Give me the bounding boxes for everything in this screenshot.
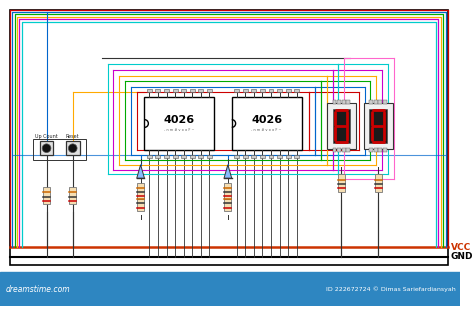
Bar	[190, 155, 195, 158]
Bar	[234, 155, 239, 158]
Bar	[277, 89, 282, 92]
Bar	[147, 89, 152, 92]
Text: - n m # v o o F ~: - n m # v o o F ~	[164, 128, 194, 132]
Text: Reset: Reset	[66, 134, 80, 139]
Bar	[260, 89, 265, 92]
Bar	[199, 89, 203, 92]
Bar	[164, 155, 169, 158]
Bar	[232, 97, 301, 150]
Text: ID 222672724 © Dimas Sariefardiansyah: ID 222672724 © Dimas Sariefardiansyah	[326, 286, 456, 292]
Bar	[383, 100, 387, 104]
Bar	[147, 155, 152, 158]
Bar	[286, 155, 291, 158]
Text: GND: GND	[451, 252, 474, 261]
Bar	[378, 100, 383, 104]
Circle shape	[68, 144, 77, 153]
Bar	[181, 89, 186, 92]
Bar	[294, 155, 299, 158]
Bar	[164, 89, 169, 92]
Circle shape	[42, 144, 51, 153]
Bar	[364, 103, 393, 149]
Bar	[378, 148, 383, 152]
Bar	[207, 89, 212, 92]
Bar	[173, 155, 178, 158]
Bar	[342, 148, 346, 152]
Bar	[199, 155, 203, 158]
Bar	[333, 109, 350, 143]
Text: Up Count: Up Count	[35, 134, 58, 139]
Bar	[137, 183, 144, 199]
Bar	[269, 155, 273, 158]
Bar	[243, 155, 247, 158]
Bar	[190, 89, 195, 92]
Bar	[33, 138, 86, 160]
Bar	[337, 148, 341, 152]
Bar	[137, 194, 144, 211]
Bar	[260, 155, 265, 158]
Bar	[155, 155, 160, 158]
Polygon shape	[224, 165, 232, 178]
Bar	[207, 155, 212, 158]
Bar	[337, 100, 341, 104]
Text: dreamstime.com: dreamstime.com	[6, 285, 71, 294]
Bar	[9, 10, 448, 265]
Bar	[173, 89, 178, 92]
Bar	[383, 148, 387, 152]
Bar	[40, 142, 54, 155]
Bar	[327, 103, 356, 149]
Bar	[286, 89, 291, 92]
Text: VCC: VCC	[451, 243, 471, 252]
Bar	[43, 187, 50, 204]
Bar	[225, 183, 231, 199]
Polygon shape	[137, 165, 145, 178]
Bar	[234, 89, 239, 92]
Bar	[69, 187, 76, 204]
Bar	[346, 100, 350, 104]
Bar	[243, 89, 247, 92]
Bar	[369, 148, 374, 152]
Bar	[145, 97, 214, 150]
Text: 4026: 4026	[251, 115, 282, 125]
Bar	[277, 155, 282, 158]
Bar	[155, 89, 160, 92]
Text: 4026: 4026	[164, 115, 195, 125]
Bar	[294, 89, 299, 92]
Bar	[225, 194, 231, 211]
Bar	[251, 89, 256, 92]
Bar	[369, 109, 387, 143]
Bar	[374, 100, 378, 104]
Bar	[342, 100, 346, 104]
Bar	[333, 148, 337, 152]
Bar	[181, 155, 186, 158]
Bar	[375, 174, 382, 192]
Text: - n m # v o o F ~: - n m # v o o F ~	[252, 128, 282, 132]
Bar	[338, 174, 345, 192]
Bar	[374, 148, 378, 152]
Bar	[346, 148, 350, 152]
Bar	[369, 100, 374, 104]
Bar	[251, 155, 256, 158]
Bar	[0, 272, 460, 306]
Bar	[66, 142, 80, 155]
Bar	[269, 89, 273, 92]
Bar	[333, 100, 337, 104]
